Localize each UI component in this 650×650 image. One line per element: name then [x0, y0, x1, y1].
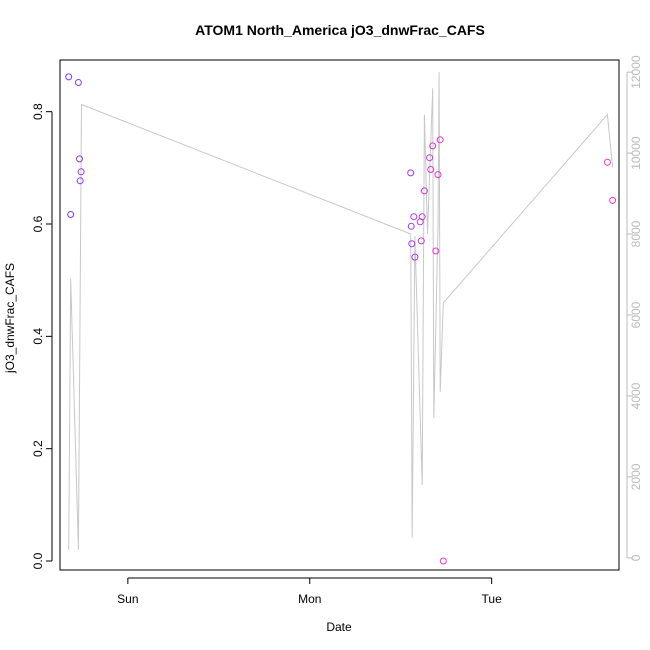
- y2-tick-label: 2000: [629, 463, 643, 490]
- data-point: [436, 136, 444, 144]
- data-point: [408, 240, 416, 248]
- data-point: [603, 158, 611, 166]
- line-layer: [68, 72, 614, 550]
- data-point: [609, 196, 617, 204]
- x-tick-label: Sun: [117, 592, 138, 606]
- data-point: [420, 187, 428, 195]
- data-point: [407, 169, 415, 177]
- plot-frame: [59, 59, 620, 571]
- y2-tick-label: 4000: [629, 382, 643, 409]
- y2-tick-label: 8000: [629, 220, 643, 247]
- data-point: [417, 237, 425, 245]
- data-point: [76, 177, 84, 185]
- data-point: [439, 557, 447, 565]
- y-tick-label: 0.6: [31, 215, 45, 232]
- y-tick-label: 0.8: [31, 103, 45, 120]
- series-line: [68, 72, 614, 550]
- y-axis-left: 0.0 0.2 0.4 0.6 0.8: [31, 103, 53, 569]
- y-tick-label: 0.0: [31, 552, 45, 569]
- x-tick-label: Tue: [482, 592, 503, 606]
- data-point: [411, 253, 419, 261]
- y-tick-label: 0.2: [31, 440, 45, 457]
- data-point: [427, 166, 435, 173]
- y2-tick-label: 6000: [629, 301, 643, 328]
- point-layer: [65, 73, 617, 565]
- data-point: [418, 213, 426, 221]
- data-point: [429, 142, 437, 150]
- y-axis-label: jO3_dnwFrac_CAFS: [3, 263, 17, 374]
- data-point: [407, 222, 415, 230]
- x-tick-label: Mon: [298, 592, 321, 606]
- y-axis-right: 0 2000 4000 6000 8000 10000 12000: [626, 55, 643, 561]
- data-point: [434, 171, 442, 179]
- y2-tick-label: 10000: [629, 136, 643, 170]
- data-point: [410, 213, 418, 221]
- x-axis-label: Date: [326, 620, 352, 634]
- data-point: [77, 168, 85, 176]
- y2-tick-label: 0: [629, 554, 643, 561]
- y2-tick-label: 12000: [629, 55, 643, 89]
- data-point: [432, 247, 440, 255]
- chart-title: ATOM1 North_America jO3_dnwFrac_CAFS: [195, 22, 485, 38]
- data-point: [74, 79, 82, 86]
- data-point: [67, 211, 75, 218]
- data-point: [426, 154, 434, 162]
- data-point: [76, 155, 83, 163]
- data-point: [65, 73, 73, 81]
- y-tick-label: 0.4: [31, 328, 45, 345]
- x-axis: Sun Mon Tue: [117, 577, 503, 606]
